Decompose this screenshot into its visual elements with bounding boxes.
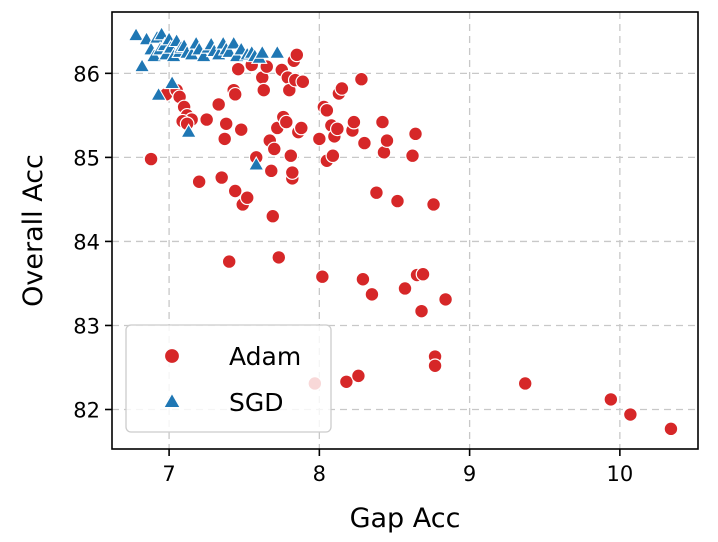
- adam-point: [426, 197, 441, 212]
- legend-marker-sgd: [162, 392, 182, 409]
- adam-point: [199, 112, 215, 127]
- adam-point: [191, 174, 207, 190]
- adam-point: [329, 121, 345, 137]
- y-tick-label: 85: [73, 146, 100, 170]
- adam-point: [271, 249, 287, 265]
- adam-point: [354, 71, 369, 87]
- adam-point: [289, 47, 305, 63]
- adam-point: [427, 358, 443, 374]
- adam-point: [265, 208, 281, 224]
- adam-point: [239, 190, 255, 206]
- series-adam: [143, 47, 679, 437]
- adam-point: [214, 170, 230, 185]
- sgd-point: [225, 35, 243, 50]
- legend-label-adam: Adam: [229, 342, 301, 371]
- adam-point: [351, 368, 366, 384]
- sgd-point: [253, 44, 271, 59]
- y-axis-label: Overall Acc: [18, 154, 49, 307]
- adam-point: [319, 102, 335, 118]
- legend-marker-adam: [163, 347, 181, 365]
- adam-point: [397, 281, 413, 296]
- sgd-point: [163, 74, 181, 90]
- adam-point: [143, 151, 159, 167]
- adam-point: [622, 407, 638, 422]
- adam-point: [295, 74, 311, 90]
- adam-point: [266, 141, 282, 157]
- adam-point: [217, 131, 233, 147]
- adam-point: [227, 86, 243, 102]
- adam-point: [517, 376, 533, 391]
- adam-point: [283, 148, 299, 164]
- sgd-point: [220, 43, 238, 58]
- adam-point: [379, 133, 395, 148]
- adam-point: [334, 81, 350, 96]
- y-tick-label: 86: [73, 62, 100, 86]
- adam-point: [390, 193, 405, 209]
- x-tick-label: 8: [313, 462, 326, 486]
- adam-point: [211, 97, 227, 112]
- adam-point: [218, 116, 234, 132]
- sgd-point: [133, 57, 151, 73]
- legend: Adam SGD: [125, 324, 332, 433]
- sgd-point: [247, 156, 265, 171]
- adam-point: [663, 421, 679, 437]
- adam-point: [325, 148, 341, 164]
- adam-point: [369, 185, 384, 201]
- sgd-point: [127, 26, 145, 42]
- y-tick-label: 83: [73, 314, 100, 338]
- adam-point: [414, 303, 429, 319]
- sgd-point: [268, 44, 286, 59]
- adam-point: [415, 266, 431, 282]
- adam-point: [230, 61, 246, 77]
- adam-point: [364, 286, 380, 302]
- adam-point: [278, 114, 294, 130]
- data-points: [127, 25, 679, 437]
- x-tick-label: 10: [606, 462, 633, 486]
- sgd-point: [180, 123, 198, 138]
- adam-point: [314, 269, 330, 285]
- adam-point: [263, 163, 279, 179]
- adam-point: [284, 165, 300, 180]
- adam-point: [339, 374, 354, 390]
- adam-point: [357, 135, 372, 151]
- y-tick-label: 82: [73, 399, 100, 423]
- adam-point: [233, 122, 249, 138]
- x-axis-label: Gap Acc: [350, 503, 461, 534]
- adam-point: [221, 254, 237, 269]
- x-tick-label: 9: [463, 462, 476, 486]
- sgd-point: [150, 86, 167, 101]
- adam-point: [293, 120, 309, 136]
- adam-point: [355, 271, 371, 287]
- adam-point: [227, 183, 243, 199]
- adam-point: [375, 114, 390, 130]
- axis-ticks: 7 8 9 10 82 83 84 85 86: [73, 62, 633, 486]
- x-tick-label: 7: [162, 462, 175, 486]
- adam-point: [603, 392, 619, 407]
- legend-label-sgd: SGD: [229, 388, 284, 417]
- adam-point: [311, 131, 327, 147]
- adam-point: [256, 82, 272, 98]
- sgd-point: [153, 25, 170, 41]
- adam-point: [438, 292, 453, 307]
- y-tick-label: 84: [73, 230, 100, 254]
- series-sgd: [127, 25, 286, 171]
- adam-point: [408, 126, 423, 142]
- adam-point: [346, 114, 362, 130]
- adam-point: [405, 148, 420, 164]
- plot-frame: [111, 11, 699, 450]
